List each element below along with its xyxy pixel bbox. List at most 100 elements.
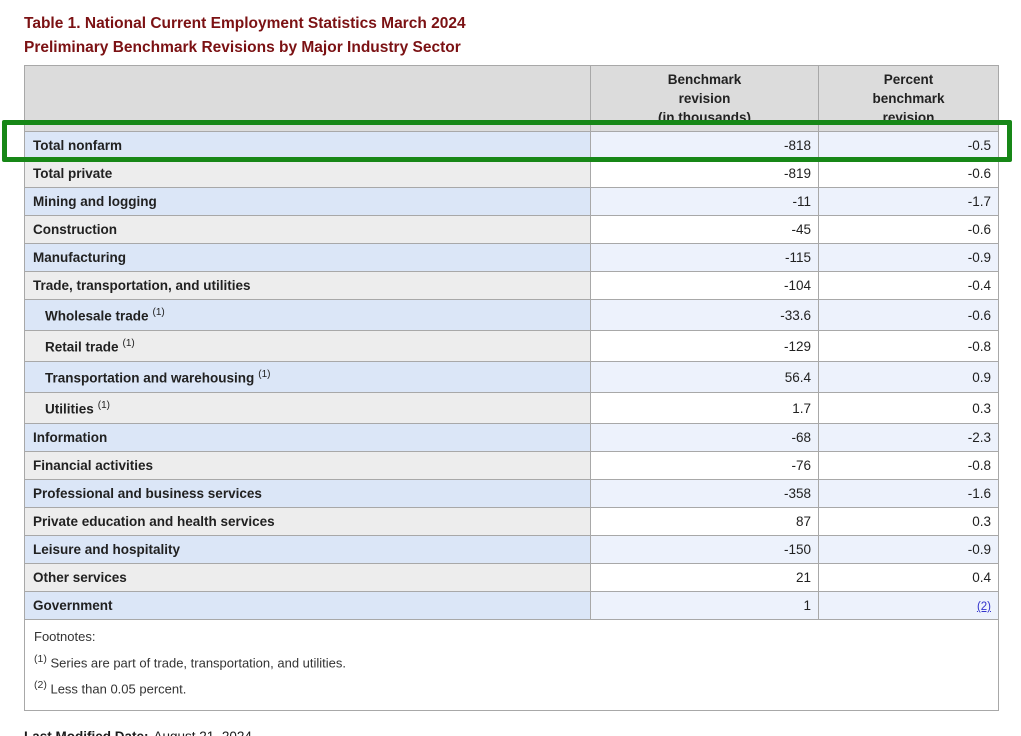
footnote-item-2: (2) Less than 0.05 percent.	[34, 674, 989, 700]
row-label: Manufacturing	[33, 250, 126, 265]
table-row-manufacturing: Manufacturing -115 -0.9	[24, 243, 999, 272]
benchmark-value-cell: -818	[590, 131, 819, 160]
row-label-cell: Private education and health services	[24, 507, 591, 536]
header-row: Benchmark revision (in thousands) Percen…	[24, 65, 999, 132]
footnote-2-text: Less than 0.05 percent.	[50, 681, 187, 697]
percent-value-cell: -0.8	[818, 451, 999, 480]
header-percent-line3: revision	[882, 110, 935, 125]
benchmark-value-cell: -68	[590, 423, 819, 452]
table-row-information: Information -68 -2.3	[24, 423, 999, 452]
table-row-construction: Construction -45 -0.6	[24, 215, 999, 244]
row-label-cell: Wholesale trade (1)	[24, 299, 591, 331]
footnotes-cell: Footnotes: (1) Series are part of trade,…	[24, 619, 999, 711]
benchmark-value-cell: -150	[590, 535, 819, 564]
percent-value-cell: -0.9	[818, 243, 999, 272]
percent-value-cell: -0.4	[818, 271, 999, 300]
benchmark-value-cell: -115	[590, 243, 819, 272]
header-percent-line2: benchmark	[872, 91, 945, 106]
footnote-1-marker: (1)	[122, 337, 135, 349]
last-modified-value: August 21, 2024	[154, 729, 252, 736]
percent-value-cell: -0.5	[818, 131, 999, 160]
percent-value-cell: 0.4	[818, 563, 999, 592]
table-row-government: Government 1 (2)	[24, 591, 999, 620]
benchmark-value-cell: -11	[590, 187, 819, 216]
row-label: Transportation and warehousing	[45, 370, 255, 386]
percent-value-cell: -0.8	[818, 330, 999, 362]
row-label: Wholesale trade	[45, 308, 149, 324]
row-label-cell: Mining and logging	[24, 187, 591, 216]
header-benchmark-revision: Benchmark revision (in thousands)	[590, 65, 819, 132]
benchmark-value-cell: -129	[590, 330, 819, 362]
page-title: Table 1. National Current Employment Sta…	[24, 12, 1021, 60]
benchmark-value-cell: -104	[590, 271, 819, 300]
table-row-professional-business: Professional and business services -358 …	[24, 479, 999, 508]
header-percent-line1: Percent	[883, 72, 934, 87]
table-row-financial-activities: Financial activities -76 -0.8	[24, 451, 999, 480]
benchmark-revisions-table: Benchmark revision (in thousands) Percen…	[24, 65, 999, 711]
row-label: Information	[33, 430, 108, 445]
benchmark-value-cell: 1	[590, 591, 819, 620]
row-label: Private education and health services	[33, 514, 275, 529]
table-row-private-education-health: Private education and health services 87…	[24, 507, 999, 536]
percent-value-cell: -0.9	[818, 535, 999, 564]
header-benchmark-line3: (in thousands)	[658, 110, 751, 125]
row-label-cell: Leisure and hospitality	[24, 535, 591, 564]
row-label-cell: Trade, transportation, and utilities	[24, 271, 591, 300]
row-label: Total nonfarm	[33, 138, 122, 153]
row-label-cell: Transportation and warehousing (1)	[24, 361, 591, 393]
table-row-utilities: Utilities (1) 1.7 0.3	[24, 392, 999, 424]
page-title-line1: Table 1. National Current Employment Sta…	[24, 15, 466, 32]
footnote-item-1: (1) Series are part of trade, transporta…	[34, 648, 989, 674]
row-label-cell: Utilities (1)	[24, 392, 591, 424]
footnote-1-marker: (1)	[152, 306, 165, 318]
benchmark-value-cell: -33.6	[590, 299, 819, 331]
footnotes-row: Footnotes: (1) Series are part of trade,…	[24, 619, 999, 711]
row-label: Utilities	[45, 401, 94, 417]
footnotes-heading: Footnotes:	[34, 629, 96, 644]
row-label-cell: Total nonfarm	[24, 131, 591, 160]
footnote-2-marker: (2)	[34, 679, 47, 692]
footnote-2-link[interactable]: (2)	[976, 601, 991, 613]
row-label: Financial activities	[33, 458, 154, 473]
row-label-cell: Government	[24, 591, 591, 620]
last-modified-label: Last Modified Date:	[24, 729, 149, 736]
row-label: Total private	[33, 166, 113, 181]
footnote-1-marker: (1)	[258, 368, 271, 380]
benchmark-value-cell: 21	[590, 563, 819, 592]
table-row-mining-logging: Mining and logging -11 -1.7	[24, 187, 999, 216]
row-label: Professional and business services	[33, 486, 262, 501]
table-row-wholesale-trade: Wholesale trade (1) -33.6 -0.6	[24, 299, 999, 331]
footnote-1-text: Series are part of trade, transportation…	[50, 655, 347, 671]
row-label-cell: Information	[24, 423, 591, 452]
header-industry-cell	[24, 65, 591, 132]
row-label-cell: Retail trade (1)	[24, 330, 591, 362]
table-row-total-nonfarm: Total nonfarm -818 -0.5	[24, 131, 999, 160]
percent-value-cell: 0.3	[818, 507, 999, 536]
row-label: Construction	[33, 222, 117, 237]
footnote-1-marker: (1)	[97, 399, 110, 411]
row-label-cell: Professional and business services	[24, 479, 591, 508]
benchmark-value-cell: -76	[590, 451, 819, 480]
row-label: Mining and logging	[33, 194, 157, 209]
row-label: Trade, transportation, and utilities	[33, 278, 251, 293]
table-row-other-services: Other services 21 0.4	[24, 563, 999, 592]
percent-value-cell: -1.6	[818, 479, 999, 508]
footnote-1-marker: (1)	[34, 653, 47, 665]
row-label-cell: Total private	[24, 159, 591, 188]
row-label: Leisure and hospitality	[33, 542, 181, 557]
percent-value-cell: -0.6	[818, 159, 999, 188]
table-row-trade-transport-utilities: Trade, transportation, and utilities -10…	[24, 271, 999, 300]
benchmark-value-cell: -45	[590, 215, 819, 244]
row-label: Government	[33, 598, 113, 613]
benchmark-value-cell: 1.7	[590, 392, 819, 424]
row-label-cell: Construction	[24, 215, 591, 244]
benchmark-value-cell: 87	[590, 507, 819, 536]
table-row-transportation-warehousing: Transportation and warehousing (1) 56.4 0…	[24, 361, 999, 393]
page-title-line2: Preliminary Benchmark Revisions by Major…	[24, 39, 461, 56]
row-label: Retail trade	[45, 339, 119, 355]
header-percent-revision: Percent benchmark revision	[818, 65, 999, 132]
percent-value-cell: 0.3	[818, 392, 999, 424]
row-label-cell: Manufacturing	[24, 243, 591, 272]
percent-value-cell: 0.9	[818, 361, 999, 393]
